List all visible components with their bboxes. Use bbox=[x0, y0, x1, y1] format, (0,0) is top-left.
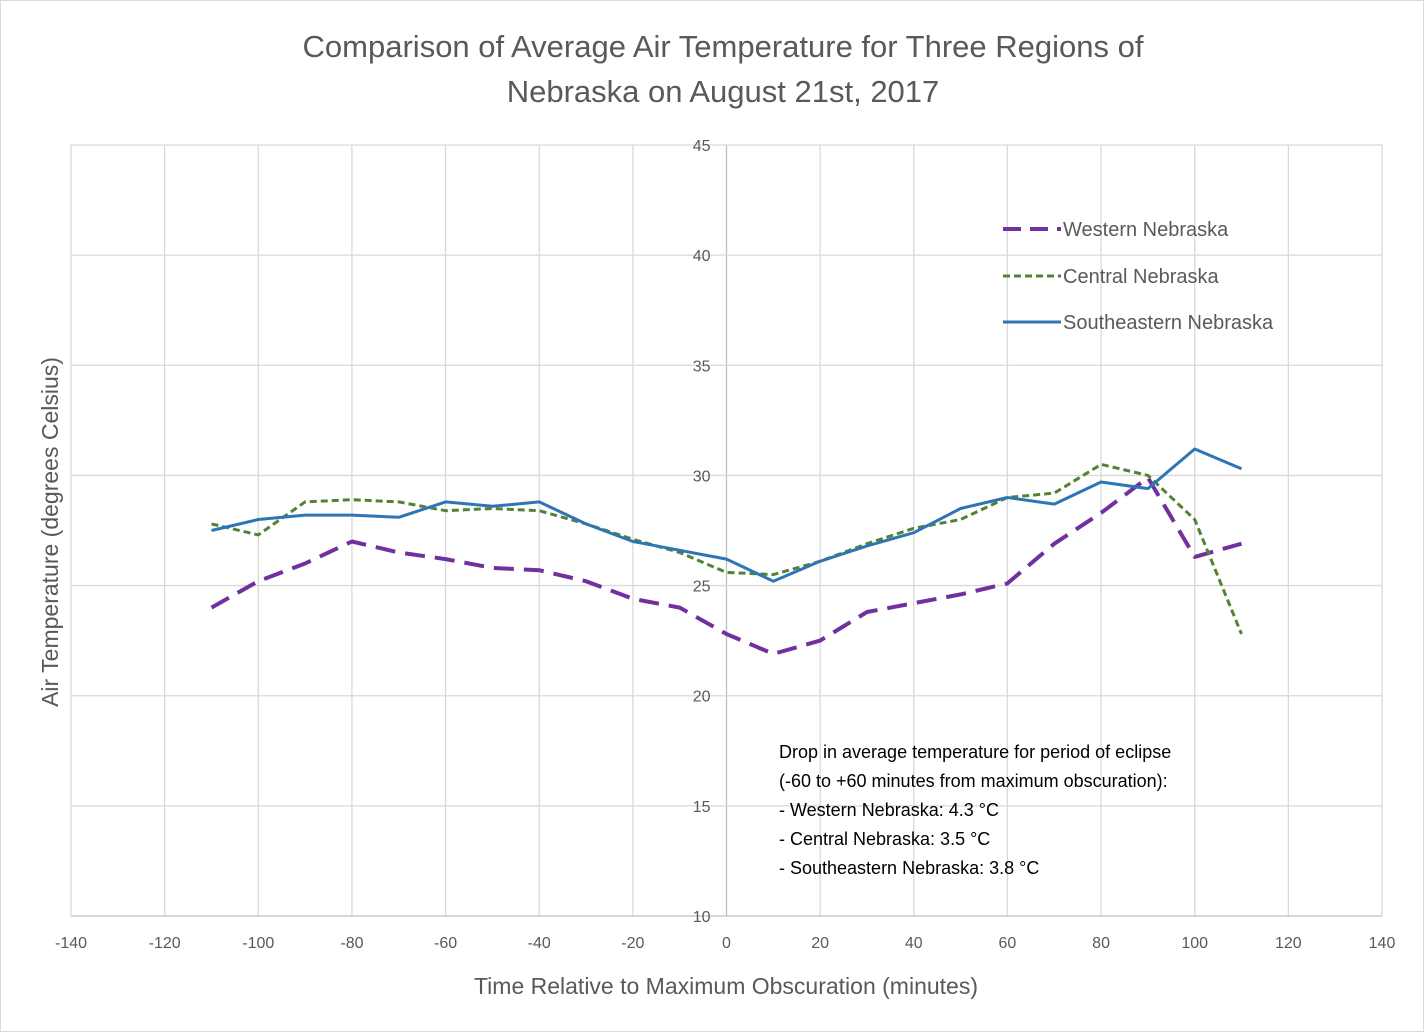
x-tick-label: 120 bbox=[1275, 935, 1302, 952]
x-axis-title: Time Relative to Maximum Obscuration (mi… bbox=[474, 973, 978, 999]
y-tick-label: 45 bbox=[693, 138, 711, 155]
x-tick-labels: -140 -120 -100 -80 -60 -40 -20 0 20 40 60 80 100 120 1… bbox=[55, 935, 1395, 952]
x-tick-label: 100 bbox=[1181, 935, 1208, 952]
series-line-central bbox=[211, 462, 1243, 635]
legend-label-southeastern: Southeastern Nebraska bbox=[1063, 312, 1274, 334]
y-tick-label: 30 bbox=[693, 468, 711, 485]
x-tick-label: -120 bbox=[149, 935, 181, 952]
annotation-line-4: - Central Nebraska: 3.5 °C bbox=[779, 829, 990, 849]
annotation-line-2: (-60 to +60 minutes from maximum obscura… bbox=[779, 771, 1168, 791]
legend-label-central: Central Nebraska bbox=[1063, 266, 1220, 288]
chart-title-line-1: Comparison of Average Air Temperature fo… bbox=[303, 29, 1144, 64]
gridlines bbox=[70, 144, 1383, 917]
y-tick-label: 35 bbox=[693, 358, 711, 375]
y-axis-title: Air Temperature (degrees Celsius) bbox=[37, 357, 63, 707]
data-series bbox=[210, 447, 1243, 656]
x-tick-label: -100 bbox=[242, 935, 274, 952]
x-tick-label: 40 bbox=[905, 935, 923, 952]
y-tick-labels: 10 15 20 25 30 35 40 45 bbox=[693, 138, 711, 926]
annotation-line-3: - Western Nebraska: 4.3 °C bbox=[779, 800, 999, 820]
x-tick-label: -80 bbox=[340, 935, 363, 952]
y-tick-label: 20 bbox=[693, 689, 711, 706]
y-tick-label: 10 bbox=[693, 909, 711, 926]
x-tick-label: -140 bbox=[55, 935, 87, 952]
x-tick-label: 140 bbox=[1369, 935, 1396, 952]
x-tick-label: -20 bbox=[621, 935, 644, 952]
chart-title-line-2: Nebraska on August 21st, 2017 bbox=[507, 74, 940, 109]
x-tick-label: -40 bbox=[528, 935, 551, 952]
x-tick-label: -60 bbox=[434, 935, 457, 952]
annotation-line-5: - Southeastern Nebraska: 3.8 °C bbox=[779, 858, 1039, 878]
eclipse-drop-annotation: Drop in average temperature for period o… bbox=[779, 742, 1171, 878]
x-tick-label: 20 bbox=[811, 935, 829, 952]
y-tick-label: 40 bbox=[693, 248, 711, 265]
x-tick-label: 80 bbox=[1092, 935, 1110, 952]
annotation-line-1: Drop in average temperature for period o… bbox=[779, 742, 1171, 762]
series-line-southeastern bbox=[211, 447, 1243, 583]
y-tick-label: 15 bbox=[693, 799, 711, 816]
x-tick-label: 60 bbox=[999, 935, 1017, 952]
series-line-western bbox=[210, 475, 1243, 656]
y-tick-label: 25 bbox=[693, 579, 711, 596]
legend: Western Nebraska Central Nebraska Southe… bbox=[1003, 219, 1274, 334]
x-tick-label: 0 bbox=[722, 935, 731, 952]
legend-label-western: Western Nebraska bbox=[1063, 219, 1229, 241]
